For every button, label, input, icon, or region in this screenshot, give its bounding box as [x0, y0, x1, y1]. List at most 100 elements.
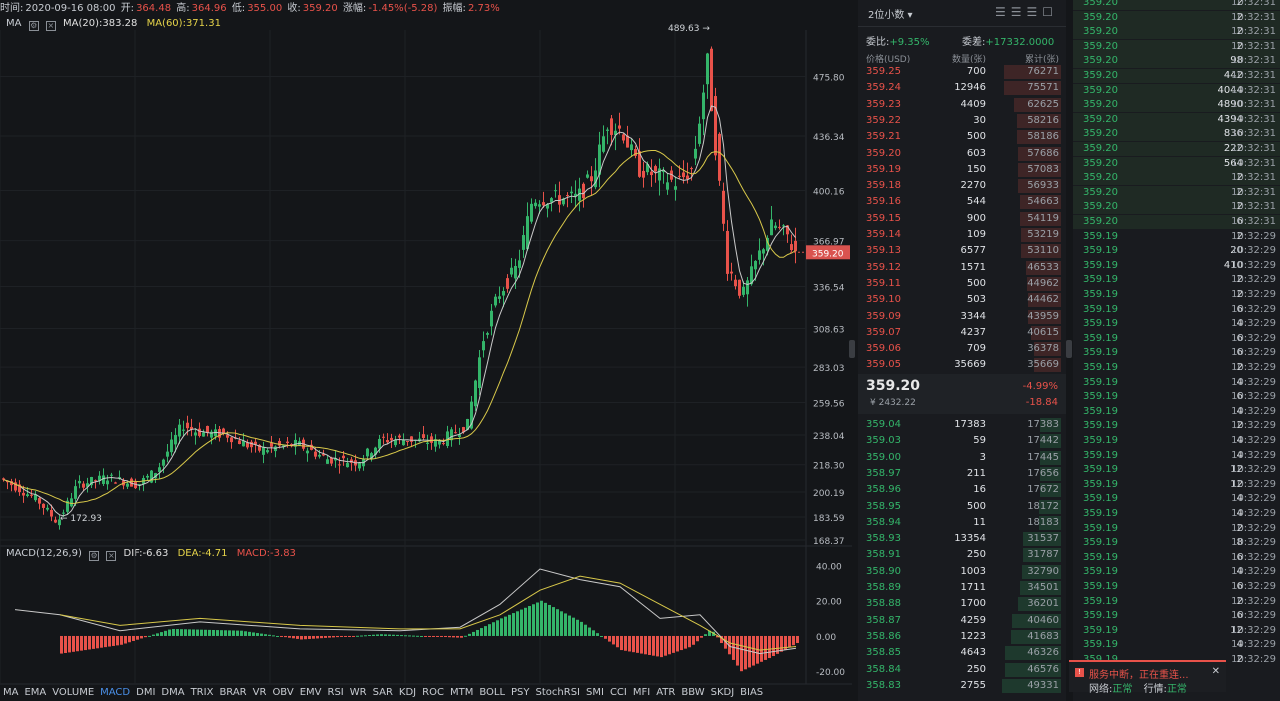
indicator-tab-kdj[interactable]: KDJ: [398, 687, 417, 698]
indicator-tab-cci[interactable]: CCI: [609, 687, 627, 698]
indicator-tab-obv[interactable]: OBV: [272, 687, 294, 698]
order-row[interactable]: 359.15 900 54119: [858, 210, 1066, 228]
order-row[interactable]: 359.21 500 58186: [858, 128, 1066, 146]
indicator-tab-roc[interactable]: ROC: [422, 687, 444, 698]
panel-resize-handle[interactable]: [1066, 340, 1072, 358]
order-row[interactable]: 358.97 211 17656: [858, 465, 1066, 483]
order-row[interactable]: 358.89 1711 34501: [858, 579, 1066, 597]
order-row[interactable]: 359.24 12946 75571: [858, 79, 1066, 97]
order-row[interactable]: 359.06 709 36378: [858, 340, 1066, 358]
macd-histogram-bar: [168, 629, 171, 636]
macd-histogram-bar: [260, 633, 263, 636]
order-row[interactable]: 358.86 1223 41683: [858, 628, 1066, 646]
order-row[interactable]: 359.10 503 44462: [858, 291, 1066, 309]
macd-histogram-bar: [656, 635, 659, 657]
order-row[interactable]: 359.05 35669 35669: [858, 356, 1066, 374]
order-row[interactable]: 359.07 4237 40615: [858, 324, 1066, 342]
order-row[interactable]: 358.95 500 18172: [858, 498, 1066, 516]
order-row[interactable]: 358.84 250 46576: [858, 661, 1066, 679]
order-row[interactable]: 358.87 4259 40460: [858, 612, 1066, 630]
order-row[interactable]: 358.93 13354 31537: [858, 530, 1066, 548]
macd-histogram-bar: [752, 635, 755, 666]
order-row[interactable]: 359.04 17383 17383: [858, 416, 1066, 434]
candle-body: [478, 357, 481, 389]
amplitude-value: 2.73%: [467, 3, 500, 14]
order-row[interactable]: 358.96 16 17672: [858, 481, 1066, 499]
chart-canvas[interactable]: 475.80 436.34 400.16 366.97 336.54 308.63 283.…: [0, 0, 852, 701]
candle-body: [670, 170, 673, 180]
close-icon[interactable]: ×: [45, 21, 56, 31]
order-row[interactable]: 358.85 4643 46326: [858, 644, 1066, 662]
indicator-tab-volume[interactable]: VOLUME: [52, 687, 95, 698]
order-cum: 46533: [1027, 261, 1059, 273]
order-row[interactable]: 359.19 150 57083: [858, 161, 1066, 179]
settings-icon[interactable]: ⚙: [89, 551, 100, 561]
order-row[interactable]: 359.23 4409 62625: [858, 96, 1066, 114]
trade-time: 10:32:29: [1231, 464, 1276, 476]
indicator-tab-rsi[interactable]: RSI: [327, 687, 344, 698]
trade-price: 359.19: [1083, 581, 1118, 592]
indicator-tab-macd[interactable]: MACD: [100, 687, 131, 698]
trade-price: 359.19: [1083, 522, 1118, 534]
indicator-tab-ema[interactable]: EMA: [24, 687, 47, 698]
close-icon[interactable]: ✕: [1211, 666, 1220, 677]
kline-chart-panel[interactable]: 时间: 2020-09-16 08:00 开: 364.48 高: 364.96 低:…: [0, 0, 852, 701]
view-mode-icons[interactable]: ☰☰☰☐: [994, 5, 1058, 19]
panel-resize-handle[interactable]: [849, 340, 855, 358]
order-row[interactable]: 358.91 250 31787: [858, 546, 1066, 564]
indicator-tab-dma[interactable]: DMA: [161, 687, 185, 698]
indicator-tab-trix[interactable]: TRIX: [190, 687, 214, 698]
indicator-tab-bbw[interactable]: BBW: [681, 687, 705, 698]
order-row[interactable]: 359.18 2270 56933: [858, 177, 1066, 195]
order-row[interactable]: 359.20 603 57686: [858, 145, 1066, 163]
indicator-tab-wr[interactable]: WR: [349, 687, 367, 698]
order-row[interactable]: 358.83 2755 49331: [858, 677, 1066, 695]
indicator-tab-psy[interactable]: PSY: [511, 687, 530, 698]
order-cum: 32790: [1027, 565, 1059, 577]
close-icon[interactable]: ×: [106, 551, 117, 561]
macd-histogram-bar: [572, 617, 575, 636]
indicator-tab-skdj[interactable]: SKDJ: [710, 687, 735, 698]
indicator-tab-stochrsi[interactable]: StochRSI: [535, 687, 580, 698]
order-row[interactable]: 359.12 1571 46533: [858, 259, 1066, 277]
order-row[interactable]: 359.22 30 58216: [858, 112, 1066, 130]
indicator-tab-sar[interactable]: SAR: [372, 687, 393, 698]
order-row[interactable]: 359.11 500 44962: [858, 275, 1066, 293]
indicator-tab-ma[interactable]: MA: [3, 687, 19, 698]
macd-histogram-bar: [240, 630, 243, 636]
order-row[interactable]: 359.13 6577 53110: [858, 242, 1066, 260]
indicator-tab-bias[interactable]: BIAS: [740, 687, 764, 698]
order-row[interactable]: 359.14 109 53219: [858, 226, 1066, 244]
indicator-tab-mfi[interactable]: MFI: [632, 687, 651, 698]
order-row[interactable]: 359.09 3344 43959: [858, 308, 1066, 326]
indicator-tab-atr[interactable]: ATR: [656, 687, 676, 698]
indicator-tab-vr[interactable]: VR: [252, 687, 267, 698]
indicator-tab-boll[interactable]: BOLL: [479, 687, 506, 698]
order-row[interactable]: 359.03 59 17442: [858, 432, 1066, 450]
candle-body: [230, 437, 233, 443]
macd-histogram-bar: [484, 626, 487, 636]
order-row[interactable]: 359.25 700 76271: [858, 63, 1066, 81]
indicator-tab-mtm[interactable]: MTM: [449, 687, 474, 698]
order-row[interactable]: 359.00 3 17445: [858, 449, 1066, 467]
indicator-tab-emv[interactable]: EMV: [299, 687, 322, 698]
settings-icon[interactable]: ⚙: [28, 21, 39, 31]
order-row[interactable]: 358.94 11 18183: [858, 514, 1066, 532]
precision-select[interactable]: 2位小数 ▾: [868, 10, 913, 21]
candle-body: [486, 333, 489, 335]
indicator-tab-brar[interactable]: BRAR: [219, 687, 247, 698]
depth-bar: [1039, 515, 1061, 530]
indicator-tab-dmi[interactable]: DMI: [136, 687, 156, 698]
price-tick-label: 400.16: [813, 188, 845, 198]
depth-bar: [1028, 309, 1061, 324]
order-row[interactable]: 358.88 1700 36201: [858, 595, 1066, 613]
order-row[interactable]: 358.90 1003 32790: [858, 563, 1066, 581]
macd-histogram-bar: [716, 635, 719, 638]
macd-histogram-bar: [248, 631, 251, 636]
indicator-tab-smi[interactable]: SMI: [586, 687, 604, 698]
order-row[interactable]: 359.16 544 54663: [858, 193, 1066, 211]
trade-row: 359.19 6 10:32:29: [1073, 580, 1280, 594]
order-price: 358.87: [866, 614, 901, 626]
candle-body: [114, 482, 117, 484]
